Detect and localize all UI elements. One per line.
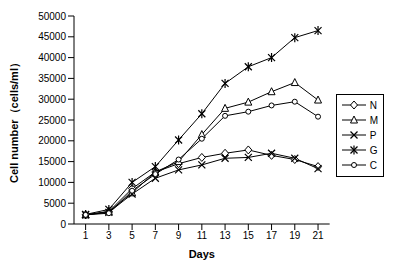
html-text:P: P bbox=[369, 129, 377, 141]
svg-text:15: 15 bbox=[243, 230, 255, 241]
svg-text:Cell number（cells/ml）: Cell number（cells/ml） bbox=[8, 57, 21, 183]
svg-text:25000: 25000 bbox=[38, 115, 66, 126]
svg-text:20000: 20000 bbox=[38, 135, 66, 146]
html-text:G: G bbox=[369, 144, 378, 156]
svg-text:3: 3 bbox=[106, 230, 112, 241]
svg-text:30000: 30000 bbox=[38, 94, 66, 105]
svg-text:10000: 10000 bbox=[38, 177, 66, 188]
svg-text:45000: 45000 bbox=[38, 31, 66, 42]
html-text:C: C bbox=[369, 159, 377, 171]
svg-text:40000: 40000 bbox=[38, 52, 66, 63]
html-text:M: M bbox=[369, 114, 378, 126]
svg-text:0: 0 bbox=[60, 219, 66, 230]
svg-text:17: 17 bbox=[266, 230, 278, 241]
svg-text:1: 1 bbox=[83, 230, 89, 241]
svg-text:5: 5 bbox=[129, 230, 135, 241]
svg-text:Days: Days bbox=[189, 248, 215, 260]
svg-text:11: 11 bbox=[197, 230, 208, 241]
svg-text:21: 21 bbox=[312, 230, 324, 241]
svg-text:7: 7 bbox=[153, 230, 159, 241]
svg-text:9: 9 bbox=[176, 230, 182, 241]
svg-text:5000: 5000 bbox=[44, 198, 67, 209]
svg-text:35000: 35000 bbox=[38, 73, 66, 84]
svg-text:50000: 50000 bbox=[38, 11, 66, 22]
html-text:N: N bbox=[369, 99, 377, 111]
svg-text:19: 19 bbox=[289, 230, 301, 241]
svg-text:13: 13 bbox=[220, 230, 232, 241]
svg-text:15000: 15000 bbox=[38, 156, 66, 167]
